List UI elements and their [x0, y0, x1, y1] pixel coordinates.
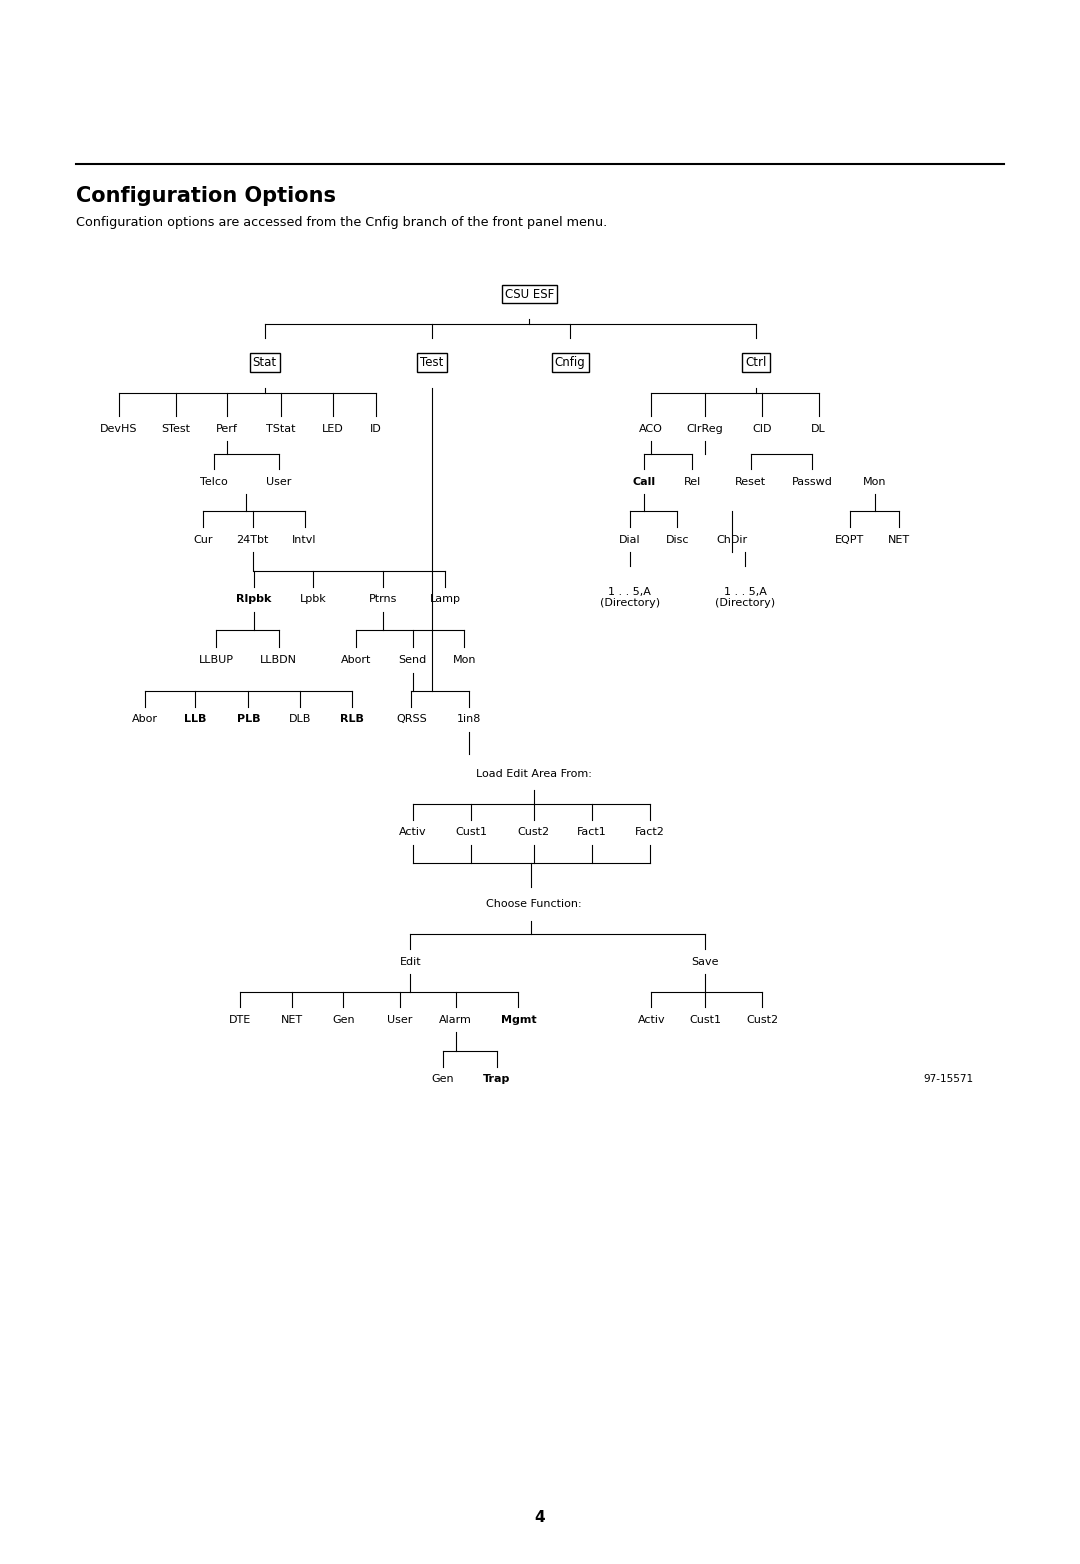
Text: Save: Save	[691, 957, 719, 967]
Text: NET: NET	[281, 1015, 302, 1024]
Text: STest: STest	[162, 424, 190, 433]
Text: Configuration options are accessed from the Cnfig branch of the front panel menu: Configuration options are accessed from …	[76, 216, 607, 228]
Text: Edit: Edit	[400, 957, 421, 967]
Text: DevHS: DevHS	[100, 424, 137, 433]
Text: Call: Call	[632, 477, 656, 486]
Text: PLB: PLB	[237, 715, 260, 724]
Text: Cnfig: Cnfig	[555, 357, 585, 369]
Text: Rel: Rel	[684, 477, 701, 486]
Text: User: User	[387, 1015, 413, 1024]
Text: Cust2: Cust2	[746, 1015, 779, 1024]
Text: TStat: TStat	[266, 424, 296, 433]
Text: Lamp: Lamp	[430, 594, 460, 604]
Text: Cust2: Cust2	[517, 827, 550, 837]
Text: Intvl: Intvl	[293, 535, 316, 544]
Text: LLBDN: LLBDN	[260, 655, 297, 665]
Text: ClrReg: ClrReg	[687, 424, 724, 433]
Text: ID: ID	[370, 424, 381, 433]
Text: 24Tbt: 24Tbt	[237, 535, 269, 544]
Text: Activ: Activ	[637, 1015, 665, 1024]
Text: Fact2: Fact2	[635, 827, 665, 837]
Text: DLB: DLB	[289, 715, 311, 724]
Text: Ctrl: Ctrl	[745, 357, 767, 369]
Text: 4: 4	[535, 1509, 545, 1525]
Text: DL: DL	[811, 424, 826, 433]
Text: Telco: Telco	[200, 477, 228, 486]
Text: Trap: Trap	[483, 1074, 511, 1084]
Text: Ptrns: Ptrns	[369, 594, 397, 604]
Text: Gen: Gen	[432, 1074, 454, 1084]
Text: ACO: ACO	[639, 424, 663, 433]
Text: Abor: Abor	[132, 715, 158, 724]
Text: Stat: Stat	[253, 357, 276, 369]
Text: Cur: Cur	[193, 535, 213, 544]
Text: DTE: DTE	[229, 1015, 251, 1024]
Text: 97-15571: 97-15571	[923, 1074, 973, 1084]
Text: CID: CID	[753, 424, 772, 433]
Text: 1 . . 5,A
(Directory): 1 . . 5,A (Directory)	[715, 586, 775, 608]
Text: ChDir: ChDir	[717, 535, 747, 544]
Text: Alarm: Alarm	[440, 1015, 472, 1024]
Text: Gen: Gen	[333, 1015, 354, 1024]
Text: Cust1: Cust1	[689, 1015, 721, 1024]
Text: NET: NET	[888, 535, 909, 544]
Text: Choose Function:: Choose Function:	[486, 899, 581, 909]
Text: LLBUP: LLBUP	[199, 655, 233, 665]
Text: Disc: Disc	[665, 535, 689, 544]
Text: QRSS: QRSS	[396, 715, 427, 724]
Text: Send: Send	[399, 655, 427, 665]
Text: Mon: Mon	[863, 477, 887, 486]
Text: Mgmt: Mgmt	[501, 1015, 536, 1024]
Text: LED: LED	[322, 424, 343, 433]
Text: Dial: Dial	[619, 535, 640, 544]
Text: Mon: Mon	[453, 655, 476, 665]
Text: Perf: Perf	[216, 424, 238, 433]
Text: LLB: LLB	[185, 715, 206, 724]
Text: Fact1: Fact1	[577, 827, 607, 837]
Text: Load Edit Area From:: Load Edit Area From:	[475, 769, 592, 779]
Text: Passwd: Passwd	[792, 477, 833, 486]
Text: Configuration Options: Configuration Options	[76, 186, 336, 205]
Text: Test: Test	[420, 357, 444, 369]
Text: CSU ESF: CSU ESF	[504, 288, 554, 300]
Text: 1 . . 5,A
(Directory): 1 . . 5,A (Directory)	[599, 586, 660, 608]
Text: 1in8: 1in8	[457, 715, 481, 724]
Text: Cust1: Cust1	[455, 827, 487, 837]
Text: Activ: Activ	[399, 827, 427, 837]
Text: Rlpbk: Rlpbk	[237, 594, 271, 604]
Text: EQPT: EQPT	[835, 535, 865, 544]
Text: Reset: Reset	[735, 477, 766, 486]
Text: Lpbk: Lpbk	[300, 594, 326, 604]
Text: RLB: RLB	[340, 715, 364, 724]
Text: Abort: Abort	[341, 655, 372, 665]
Text: User: User	[266, 477, 292, 486]
